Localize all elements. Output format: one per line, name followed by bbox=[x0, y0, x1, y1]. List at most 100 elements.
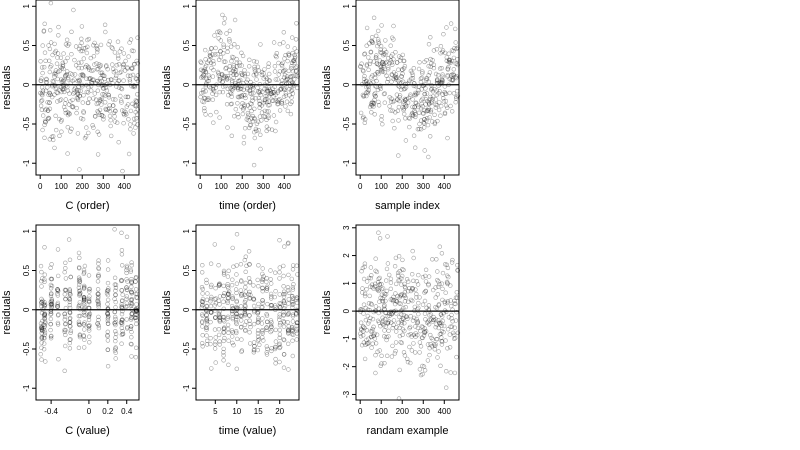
data-point bbox=[119, 108, 125, 113]
points-group bbox=[198, 12, 300, 168]
data-point bbox=[238, 77, 243, 83]
data-point bbox=[290, 300, 295, 305]
data-point bbox=[255, 320, 260, 325]
data-point bbox=[440, 77, 445, 83]
data-point bbox=[48, 293, 54, 299]
data-point bbox=[260, 298, 265, 303]
data-point bbox=[225, 316, 230, 321]
data-point bbox=[400, 267, 405, 272]
data-point bbox=[260, 276, 265, 281]
data-point bbox=[119, 288, 125, 293]
data-point bbox=[54, 90, 59, 95]
data-point bbox=[378, 295, 383, 300]
data-point bbox=[397, 314, 402, 320]
data-point bbox=[133, 287, 139, 292]
data-point bbox=[425, 98, 430, 104]
data-point bbox=[444, 262, 449, 267]
data-point bbox=[134, 321, 139, 327]
data-point bbox=[418, 328, 423, 334]
data-point bbox=[455, 45, 460, 50]
x-tick-label: 400 bbox=[278, 182, 292, 191]
data-point bbox=[81, 93, 86, 98]
data-point bbox=[216, 283, 222, 288]
data-point bbox=[217, 294, 223, 299]
data-point bbox=[213, 360, 218, 365]
data-point bbox=[281, 298, 286, 304]
data-point bbox=[404, 314, 409, 319]
data-point bbox=[199, 305, 205, 310]
data-point bbox=[208, 53, 213, 58]
data-point bbox=[290, 58, 296, 64]
data-point bbox=[215, 29, 220, 35]
data-point bbox=[120, 298, 125, 304]
data-point bbox=[75, 97, 81, 103]
data-point bbox=[255, 347, 260, 353]
data-point bbox=[252, 344, 257, 349]
data-point bbox=[124, 263, 130, 269]
data-point bbox=[128, 269, 134, 274]
data-point bbox=[440, 318, 446, 324]
data-point bbox=[396, 54, 402, 59]
data-point bbox=[99, 70, 105, 75]
data-point bbox=[449, 48, 455, 53]
data-point bbox=[402, 293, 407, 299]
data-point bbox=[277, 41, 282, 47]
data-point bbox=[96, 100, 101, 106]
data-point bbox=[89, 79, 94, 84]
data-point bbox=[381, 63, 386, 68]
data-point bbox=[281, 313, 286, 318]
data-point bbox=[76, 319, 82, 324]
data-point bbox=[226, 362, 231, 367]
data-point bbox=[129, 48, 135, 53]
data-point bbox=[384, 49, 389, 55]
data-point bbox=[84, 76, 89, 81]
data-point bbox=[257, 90, 262, 95]
y-tick-label: -1 bbox=[182, 384, 191, 392]
data-point bbox=[81, 271, 87, 276]
data-point bbox=[287, 93, 292, 98]
data-point bbox=[368, 75, 374, 80]
data-point bbox=[368, 284, 373, 289]
data-point bbox=[286, 297, 291, 302]
data-point bbox=[129, 277, 134, 282]
data-point bbox=[421, 364, 427, 369]
data-point bbox=[86, 313, 92, 319]
data-point bbox=[434, 78, 440, 84]
data-point bbox=[371, 286, 376, 291]
data-point bbox=[455, 263, 460, 268]
data-point bbox=[379, 113, 384, 119]
data-point bbox=[439, 339, 444, 344]
data-point bbox=[266, 103, 271, 108]
data-point bbox=[42, 316, 47, 321]
data-point bbox=[203, 89, 208, 94]
data-point bbox=[63, 296, 68, 302]
data-point bbox=[391, 322, 396, 328]
data-point bbox=[206, 73, 212, 78]
data-point bbox=[373, 304, 379, 309]
data-point bbox=[79, 40, 84, 46]
data-point bbox=[49, 299, 55, 304]
data-point bbox=[102, 100, 108, 105]
data-point bbox=[58, 64, 63, 70]
data-point bbox=[427, 352, 432, 358]
data-point bbox=[391, 23, 396, 29]
data-point bbox=[290, 353, 295, 359]
data-point bbox=[205, 342, 210, 347]
data-point bbox=[267, 87, 272, 92]
data-point bbox=[93, 97, 99, 102]
data-point bbox=[369, 38, 374, 44]
data-point bbox=[105, 292, 111, 298]
data-point bbox=[434, 257, 439, 262]
data-point bbox=[82, 296, 87, 301]
data-point bbox=[362, 291, 368, 296]
data-point bbox=[129, 297, 134, 303]
data-point bbox=[444, 103, 449, 108]
data-point bbox=[422, 368, 428, 373]
data-point bbox=[67, 91, 72, 96]
data-point bbox=[415, 320, 420, 326]
data-point bbox=[240, 111, 246, 117]
data-point bbox=[227, 39, 232, 44]
data-point bbox=[409, 112, 414, 117]
data-point bbox=[384, 334, 389, 340]
data-point bbox=[451, 48, 456, 54]
